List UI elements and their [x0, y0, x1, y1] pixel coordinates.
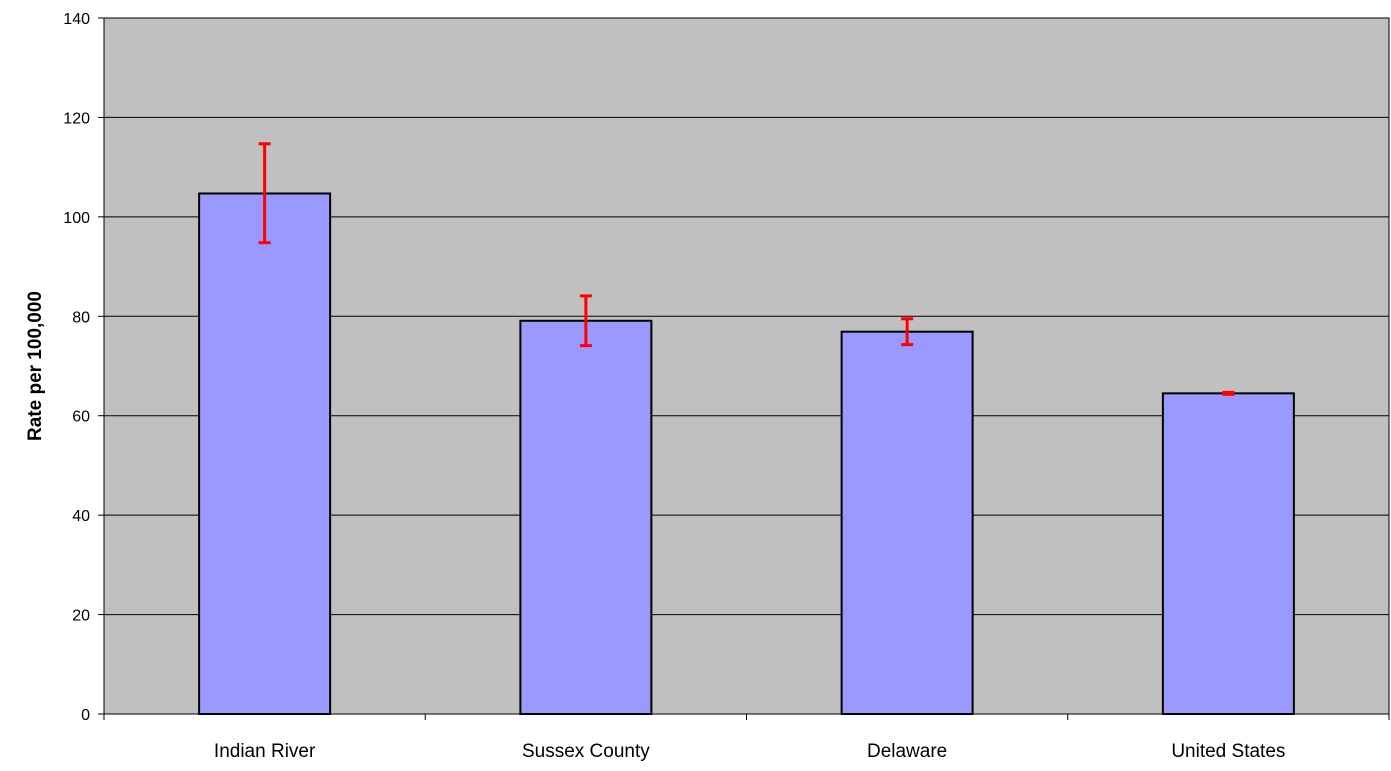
y-tick-label: 60 [72, 409, 90, 426]
y-tick-label: 140 [63, 11, 90, 28]
bar [840, 330, 974, 715]
axes [98, 17, 1390, 720]
labels: 0 20 40 60 80 100 120 140 Indian River Sussex Cou… [63, 11, 1285, 762]
bar [519, 319, 653, 715]
y-tick-label: 120 [63, 110, 90, 127]
y-tick-label: 0 [81, 707, 90, 724]
x-category-label: United States [1171, 741, 1285, 762]
x-category-label: Indian River [214, 741, 316, 762]
y-tick-label: 20 [72, 608, 90, 625]
y-tick-label: 40 [72, 508, 90, 525]
error-bars [258, 142, 1235, 396]
y-tick-label: 80 [72, 309, 90, 326]
y-tick-label: 100 [63, 210, 90, 227]
bar [198, 192, 332, 715]
x-category-label: Delaware [867, 741, 947, 762]
y-axis-title: Rate per 100,000 [25, 291, 46, 441]
x-category-label: Sussex County [522, 741, 650, 762]
bar [1161, 392, 1295, 715]
